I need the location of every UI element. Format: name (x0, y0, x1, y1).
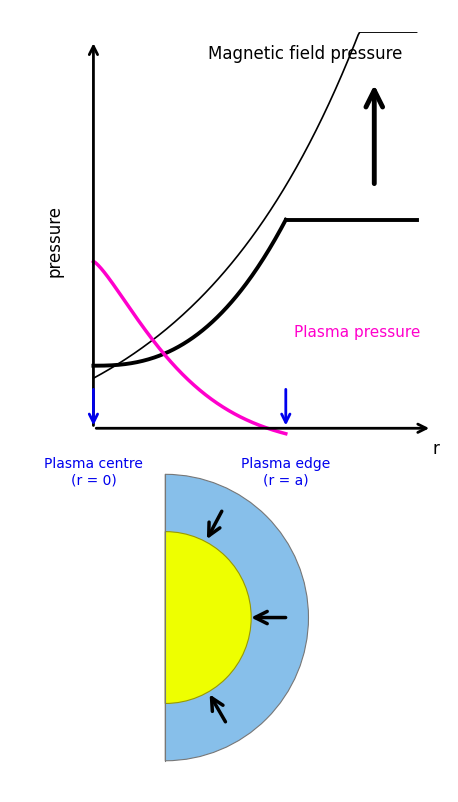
Text: Magnetic field pressure: Magnetic field pressure (208, 45, 402, 63)
Text: Plasma pressure: Plasma pressure (294, 325, 420, 340)
Text: pressure: pressure (46, 205, 64, 277)
Text: r: r (432, 440, 439, 458)
Text: Plasma edge
(r = a): Plasma edge (r = a) (241, 457, 330, 488)
Wedge shape (165, 532, 251, 703)
Text: Plasma centre
(r = 0): Plasma centre (r = 0) (44, 457, 143, 488)
Wedge shape (165, 474, 309, 761)
